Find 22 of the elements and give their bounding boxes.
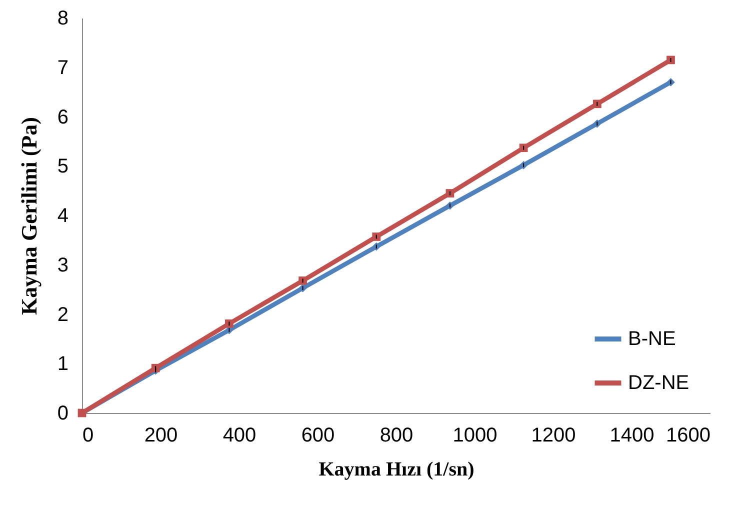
y-tick-label: 3 — [57, 254, 68, 276]
x-tick-label: 600 — [301, 424, 335, 446]
legend-label: B-NE — [628, 328, 676, 350]
y-tick-label: 2 — [57, 304, 68, 326]
y-tick-label: 8 — [57, 8, 68, 30]
y-axis-title: Kayma Gerilimi (Pa) — [16, 117, 42, 315]
y-tick-label: 1 — [57, 353, 68, 376]
y-tick-label: 4 — [57, 205, 68, 227]
x-tick-label: 800 — [380, 424, 414, 446]
x-tick-label: 1000 — [452, 424, 498, 446]
x-tick-label: 0 — [82, 424, 94, 446]
legend-label: DZ-NE — [628, 372, 690, 394]
x-tick-label: 1400 — [610, 424, 654, 446]
x-axis-title: Kayma Hızı (1/sn) — [318, 458, 474, 480]
x-tick-label: 200 — [144, 424, 178, 446]
y-tick-label: 0 — [57, 402, 68, 424]
x-tick-label: 1200 — [531, 424, 576, 446]
y-tick-label: 7 — [57, 56, 68, 79]
y-tick-label: 6 — [57, 106, 68, 128]
x-tick-label: 400 — [222, 424, 256, 446]
x-tick-label: 1600 — [666, 424, 710, 446]
y-tick-label: 5 — [57, 156, 68, 178]
